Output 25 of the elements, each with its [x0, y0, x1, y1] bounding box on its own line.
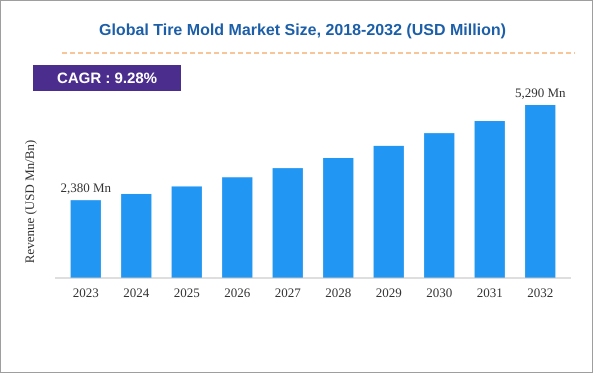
bar: [474, 121, 505, 278]
x-tick-label: 2025: [174, 285, 200, 300]
x-tick-label: 2026: [224, 285, 251, 300]
x-tick-label: 2024: [123, 285, 150, 300]
text: CAGR : 9.28%: [56, 70, 158, 87]
bar: [323, 158, 354, 278]
bar: [525, 105, 556, 278]
bar: [222, 177, 252, 278]
bar: [172, 186, 202, 278]
chart-title: Global Tire Mold Market Size, 2018-2032 (USD Million): [99, 22, 506, 39]
x-tick-label: 2029: [376, 285, 402, 300]
data-label: 2,380 Mn: [60, 180, 112, 196]
bar: [121, 194, 152, 278]
bar: [272, 168, 303, 278]
x-tick-label: 2030: [426, 285, 452, 300]
x-tick-label: 2028: [325, 285, 352, 300]
bar: [424, 133, 454, 278]
x-tick-label: 2031: [476, 285, 503, 300]
x-tick-label: 2027: [274, 285, 302, 300]
x-tick-label: 2023: [72, 285, 99, 300]
bar: [70, 200, 101, 278]
bar: [374, 146, 404, 278]
x-tick-label: 2032: [527, 285, 554, 300]
data-label: 5,290 Mn: [514, 85, 566, 100]
y-axis-title: Revenue (USD Mn/Bn): [22, 140, 37, 264]
